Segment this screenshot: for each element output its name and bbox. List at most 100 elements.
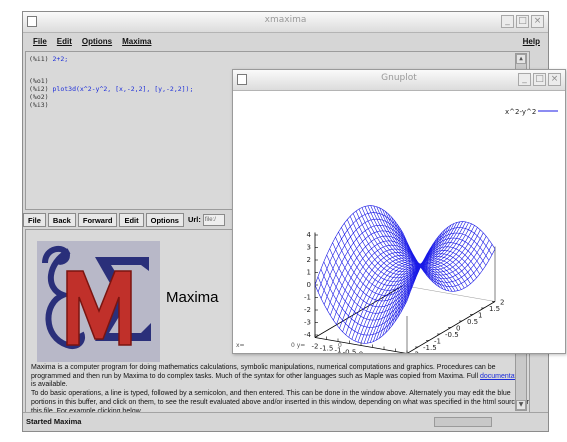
- console-line: (%o1): [29, 77, 49, 85]
- surface-mesh: [314, 205, 496, 344]
- mesh-line-y: [355, 210, 449, 270]
- y-tick-label: -1.5: [423, 344, 437, 352]
- mesh-line-y: [358, 208, 452, 268]
- gnuplot-window: Gnuplot _ □ × 43210-1-2-3-4-2-1.5-1-0.50…: [232, 69, 566, 354]
- browser-options-button[interactable]: Options: [145, 212, 184, 227]
- y-tick-label: 1: [478, 312, 482, 320]
- browser-toolbar: File Back Forward Edit Options Url: file…: [23, 211, 245, 228]
- status-bar: Started Maxima: [23, 412, 548, 431]
- x-tick-label: -2: [312, 343, 319, 351]
- mesh-line-y: [364, 206, 458, 266]
- xmaxima-titlebar[interactable]: xmaxima _ □ ×: [23, 12, 548, 33]
- z-tick-label: 2: [307, 256, 311, 264]
- window-title: xmaxima: [264, 15, 307, 25]
- url-input[interactable]: file:/: [202, 213, 225, 226]
- documentation-link[interactable]: documentation: [480, 372, 526, 380]
- help-text: Maxima is a computer program for doing m…: [31, 364, 529, 413]
- z-tick-label: 4: [307, 231, 312, 239]
- status-scrollbar[interactable]: [434, 417, 492, 427]
- x-tick-label: -0.5: [343, 349, 357, 354]
- maxima-logo: [37, 241, 160, 362]
- console-line: (%i3): [29, 101, 49, 109]
- minimize-icon[interactable]: _: [501, 15, 514, 28]
- url-label: Url:: [187, 215, 201, 224]
- y-tick-label: -1: [434, 338, 441, 346]
- coord-value: 0: [338, 342, 342, 349]
- logo-title: Maxima: [166, 289, 219, 306]
- console-input[interactable]: 2+2;: [52, 55, 69, 63]
- base-edge: [402, 285, 496, 302]
- console-line: (%i1) 2+2;: [29, 55, 69, 63]
- mesh-line-y: [317, 276, 411, 336]
- console-line: (%i2) plot3d(x^2-y^2, [x,-2,2], [y,-2,2]…: [29, 85, 194, 93]
- console-input[interactable]: plot3d(x^2-y^2, [x,-2,2], [y,-2,2]);: [52, 85, 194, 93]
- browser-file-button[interactable]: File: [23, 212, 46, 227]
- mesh-line-y: [379, 207, 472, 267]
- z-tick-label: 0: [307, 281, 311, 289]
- mesh-line-y: [320, 268, 414, 328]
- z-tick-label: -3: [304, 319, 311, 327]
- mesh-line-y: [335, 236, 428, 296]
- back-button[interactable]: Back: [47, 212, 76, 227]
- window-title: Gnuplot: [381, 73, 417, 83]
- coord-x-label: x=: [236, 342, 245, 349]
- x-tick-label: 0.5: [367, 353, 378, 354]
- x-tick-label: -1.5: [320, 345, 334, 353]
- mesh-line-y: [329, 248, 422, 308]
- mesh-line-y: [326, 254, 419, 314]
- gnuplot-statusbar: x= 0 y= 0: [233, 342, 565, 352]
- mesh-line-y: [396, 223, 490, 283]
- mesh-line-y: [402, 232, 496, 292]
- mesh-line-y: [338, 231, 431, 291]
- mesh-line-y: [393, 220, 487, 279]
- y-tick-label: 0.5: [467, 318, 478, 326]
- mesh-line-y: [367, 205, 461, 265]
- mesh-line-y: [370, 205, 463, 265]
- menu-options[interactable]: Options: [81, 36, 113, 46]
- mesh-line-y: [385, 211, 478, 271]
- window-menu-icon[interactable]: [27, 16, 37, 27]
- z-tick-label: 3: [307, 244, 311, 252]
- mesh-line-y: [349, 216, 443, 275]
- z-tick-label: -1: [304, 294, 311, 302]
- menu-file[interactable]: File: [33, 36, 47, 46]
- mesh-line-y: [391, 216, 484, 276]
- browser-edit-button[interactable]: Edit: [119, 212, 144, 227]
- y-tick-label: 1.5: [489, 305, 500, 313]
- minimize-icon[interactable]: _: [518, 73, 531, 86]
- scroll-down-icon[interactable]: ▼: [516, 400, 526, 410]
- mesh-line-y: [332, 242, 425, 302]
- forward-button[interactable]: Forward: [77, 212, 118, 227]
- menu-bar: File Edit Options Maxima Help: [23, 33, 548, 49]
- y-tick-label: -2: [412, 351, 419, 354]
- gnuplot-titlebar[interactable]: Gnuplot _ □ ×: [233, 70, 565, 91]
- status-text: Started Maxima: [26, 417, 82, 426]
- menu-help[interactable]: Help: [522, 36, 540, 46]
- z-tick-label: -2: [304, 306, 311, 314]
- tick-labels: 43210-1-2-3-4-2-1.5-1-0.500.511.52-2-1.5…: [304, 231, 504, 353]
- x-tick-label: -1: [335, 347, 342, 354]
- mesh-line-y: [352, 213, 446, 273]
- menu-edit[interactable]: Edit: [56, 36, 72, 46]
- x-tick-label: 0: [359, 351, 363, 354]
- surface-plot: 43210-1-2-3-4-2-1.5-1-0.500.511.52-2-1.5…: [304, 108, 558, 353]
- mesh-line-y: [341, 227, 434, 287]
- y-tick-label: 2: [500, 299, 504, 307]
- mesh-line-y: [376, 206, 469, 266]
- maximize-icon[interactable]: □: [533, 73, 546, 86]
- window-menu-icon[interactable]: [237, 74, 247, 85]
- scroll-up-icon[interactable]: ▲: [516, 54, 526, 64]
- menu-maxima[interactable]: Maxima: [122, 36, 152, 46]
- mesh-line-y: [382, 209, 475, 269]
- close-icon[interactable]: ×: [531, 15, 544, 28]
- y-tick-label: -0.5: [445, 331, 459, 339]
- z-tick-label: 1: [307, 269, 311, 277]
- mesh-line-y: [361, 207, 455, 267]
- y-tick-label: 0: [456, 325, 460, 333]
- coord-y-label: 0 y=: [291, 342, 306, 349]
- console-line: (%o2): [29, 93, 49, 101]
- maximize-icon[interactable]: □: [516, 15, 529, 28]
- close-icon[interactable]: ×: [548, 73, 561, 86]
- mesh-line-y: [323, 261, 417, 321]
- z-tick-label: -4: [304, 331, 312, 339]
